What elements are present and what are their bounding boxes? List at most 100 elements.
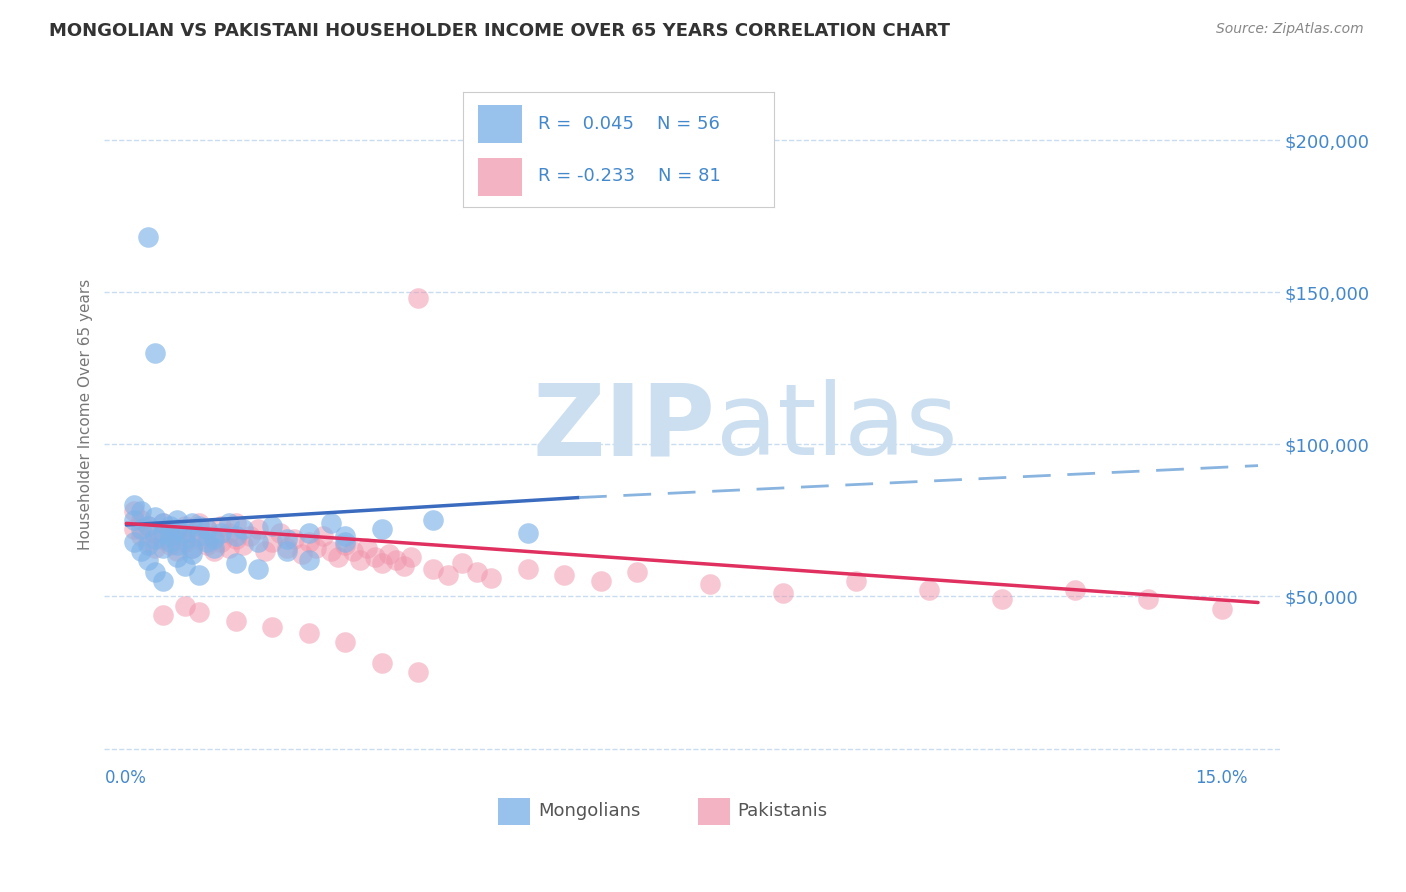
- Point: [159, 534, 181, 549]
- Point: [319, 516, 342, 531]
- Point: [218, 525, 240, 540]
- Point: [166, 543, 188, 558]
- Point: [145, 532, 167, 546]
- Point: [232, 538, 254, 552]
- Point: [136, 230, 159, 244]
- Point: [378, 547, 401, 561]
- Point: [363, 549, 385, 564]
- Point: [298, 553, 321, 567]
- Point: [991, 592, 1014, 607]
- Point: [188, 528, 211, 542]
- Point: [181, 525, 204, 540]
- Point: [202, 532, 225, 546]
- Point: [209, 519, 232, 533]
- Point: [173, 532, 195, 546]
- Bar: [697, 798, 730, 824]
- Point: [319, 543, 342, 558]
- Point: [152, 607, 174, 622]
- Point: [195, 523, 218, 537]
- Point: [159, 519, 181, 533]
- Point: [516, 562, 538, 576]
- Point: [385, 553, 408, 567]
- Point: [408, 665, 430, 680]
- Point: [436, 568, 458, 582]
- Point: [335, 635, 357, 649]
- Point: [122, 504, 145, 518]
- Point: [298, 626, 321, 640]
- Text: Pakistanis: Pakistanis: [737, 802, 827, 820]
- Point: [136, 519, 159, 533]
- Point: [129, 528, 152, 542]
- Point: [181, 547, 204, 561]
- Text: Source: ZipAtlas.com: Source: ZipAtlas.com: [1216, 22, 1364, 37]
- Point: [392, 559, 415, 574]
- Point: [699, 577, 721, 591]
- Point: [202, 543, 225, 558]
- Point: [129, 504, 152, 518]
- Point: [298, 525, 321, 540]
- Point: [371, 523, 394, 537]
- Point: [209, 534, 232, 549]
- Point: [335, 534, 357, 549]
- Text: Mongolians: Mongolians: [538, 802, 641, 820]
- Text: ZIP: ZIP: [533, 379, 716, 476]
- Point: [371, 657, 394, 671]
- Point: [152, 541, 174, 555]
- Y-axis label: Householder Income Over 65 years: Householder Income Over 65 years: [79, 278, 93, 549]
- Point: [122, 534, 145, 549]
- Point: [136, 538, 159, 552]
- Point: [422, 562, 444, 576]
- Point: [422, 513, 444, 527]
- Point: [188, 568, 211, 582]
- Point: [246, 562, 269, 576]
- Point: [129, 523, 152, 537]
- Point: [195, 538, 218, 552]
- Point: [225, 532, 247, 546]
- Point: [269, 525, 291, 540]
- Point: [181, 541, 204, 555]
- Point: [218, 541, 240, 555]
- Point: [553, 568, 575, 582]
- Point: [262, 620, 284, 634]
- Point: [166, 523, 188, 537]
- Point: [335, 538, 357, 552]
- Point: [276, 543, 298, 558]
- Point: [159, 528, 181, 542]
- Point: [188, 532, 211, 546]
- Point: [232, 523, 254, 537]
- Point: [173, 559, 195, 574]
- Point: [845, 574, 868, 589]
- Point: [129, 513, 152, 527]
- Point: [188, 605, 211, 619]
- Point: [166, 528, 188, 542]
- Point: [202, 541, 225, 555]
- Point: [283, 532, 305, 546]
- Point: [159, 523, 181, 537]
- Point: [173, 599, 195, 613]
- Point: [195, 523, 218, 537]
- Point: [173, 525, 195, 540]
- Point: [152, 525, 174, 540]
- Point: [173, 534, 195, 549]
- Point: [152, 574, 174, 589]
- Point: [1211, 601, 1233, 615]
- Point: [335, 528, 357, 542]
- Point: [152, 532, 174, 546]
- Point: [305, 541, 328, 555]
- Point: [166, 538, 188, 552]
- Point: [399, 549, 422, 564]
- Point: [136, 553, 159, 567]
- Text: atlas: atlas: [716, 379, 957, 476]
- Point: [589, 574, 612, 589]
- Point: [239, 528, 262, 542]
- Point: [371, 556, 394, 570]
- Point: [1064, 583, 1087, 598]
- Point: [225, 614, 247, 628]
- Bar: [498, 798, 530, 824]
- Point: [772, 586, 794, 600]
- Point: [145, 541, 167, 555]
- Point: [479, 571, 502, 585]
- Point: [145, 346, 167, 360]
- Point: [145, 525, 167, 540]
- Point: [136, 519, 159, 533]
